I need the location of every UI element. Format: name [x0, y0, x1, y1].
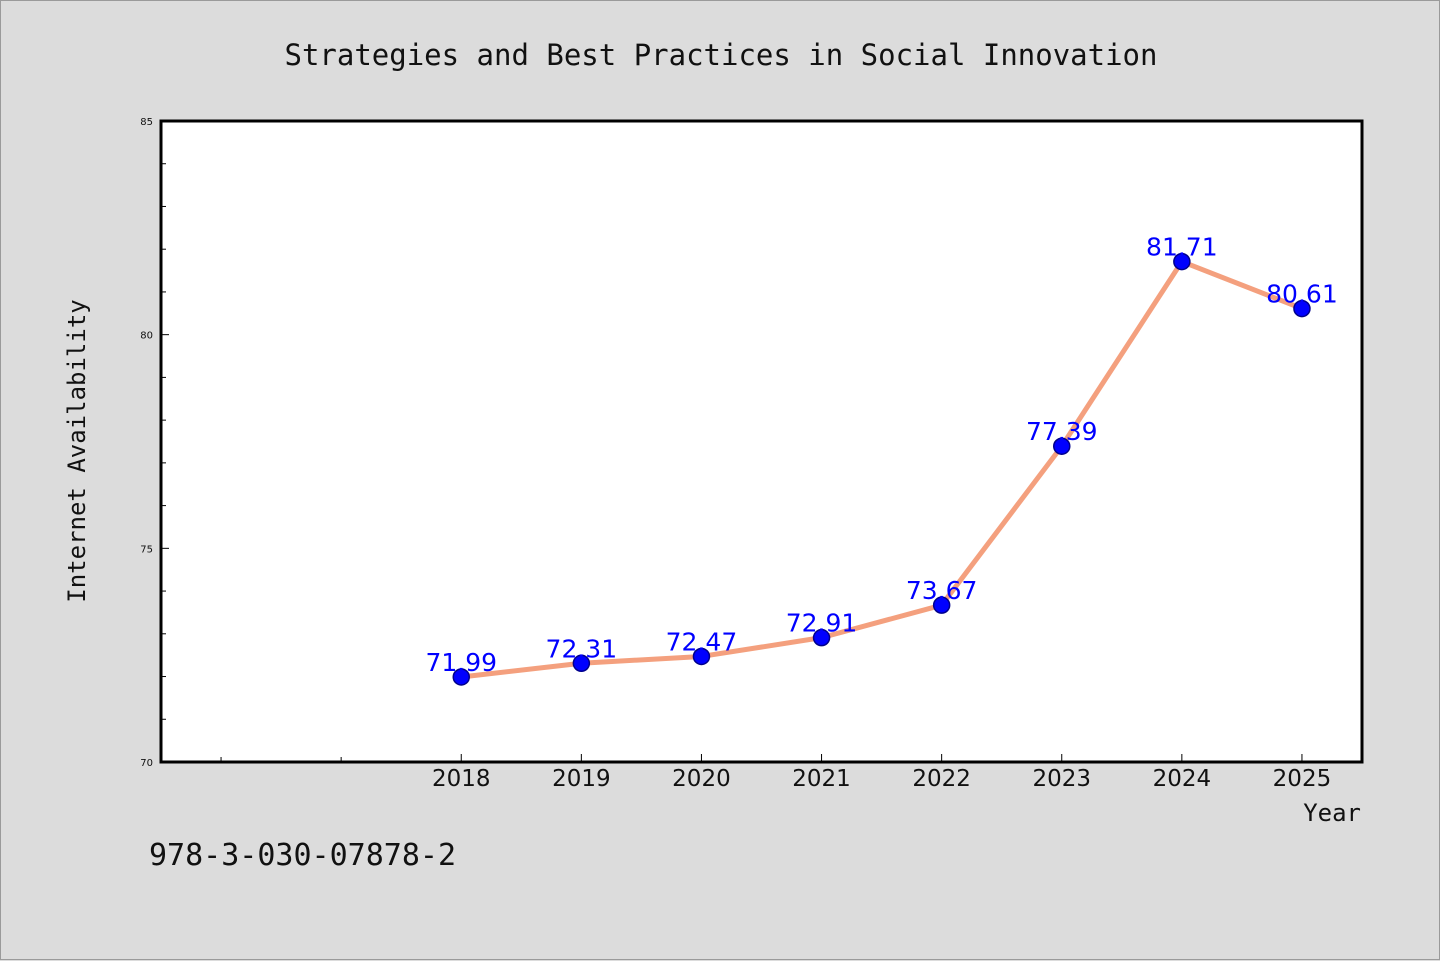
data-point — [1293, 299, 1311, 318]
data-point — [1173, 252, 1191, 271]
x-tick-label: 2025 — [1273, 766, 1332, 792]
x-tick-label: 2021 — [792, 766, 851, 792]
plot-area — [159, 119, 1364, 764]
data-label: 80.61 — [1266, 280, 1338, 309]
y-tick-label: 80 — [140, 331, 153, 342]
data-label: 77.39 — [1026, 417, 1098, 446]
chart-title: Strategies and Best Practices in Social … — [285, 38, 1158, 72]
x-tick-label: 2024 — [1153, 766, 1212, 792]
data-label: 71.99 — [425, 648, 497, 677]
y-axis-label: Internet Availability — [63, 299, 91, 602]
data-label: 72.31 — [546, 634, 618, 663]
series-layer: 71.99 72.31 72.47 72.91 73.67 77.39 81.71 80.61 — [425, 233, 1338, 686]
data-label: 72.47 — [666, 627, 738, 656]
y-axis-ticks: 70 75 80 85 — [140, 117, 169, 769]
data-point — [692, 647, 711, 666]
x-tick-label: 2019 — [552, 766, 611, 792]
data-label: 72.91 — [786, 609, 858, 638]
data-point — [812, 628, 831, 647]
y-tick-label: 70 — [140, 758, 153, 769]
x-tick-label: 2020 — [672, 766, 731, 792]
data-label: 81.71 — [1146, 233, 1218, 262]
data-point — [452, 668, 470, 686]
x-tick-label: 2022 — [912, 766, 971, 792]
y-tick-label: 75 — [140, 544, 153, 555]
x-tick-label: 2023 — [1032, 766, 1091, 792]
data-label: 73.67 — [906, 576, 978, 605]
data-point — [932, 596, 951, 614]
x-axis-ticks: 2018 2019 2020 2021 2022 2023 2024 2025 — [220, 754, 1332, 792]
y-tick-label: 85 — [140, 117, 153, 128]
data-point — [572, 654, 591, 673]
x-tick-label: 2018 — [432, 766, 491, 792]
isbn-text: 978-3-030-07878-2 — [149, 838, 456, 873]
series-line — [458, 259, 1305, 680]
data-point — [1053, 437, 1071, 455]
x-axis-label: Year — [1303, 799, 1361, 827]
